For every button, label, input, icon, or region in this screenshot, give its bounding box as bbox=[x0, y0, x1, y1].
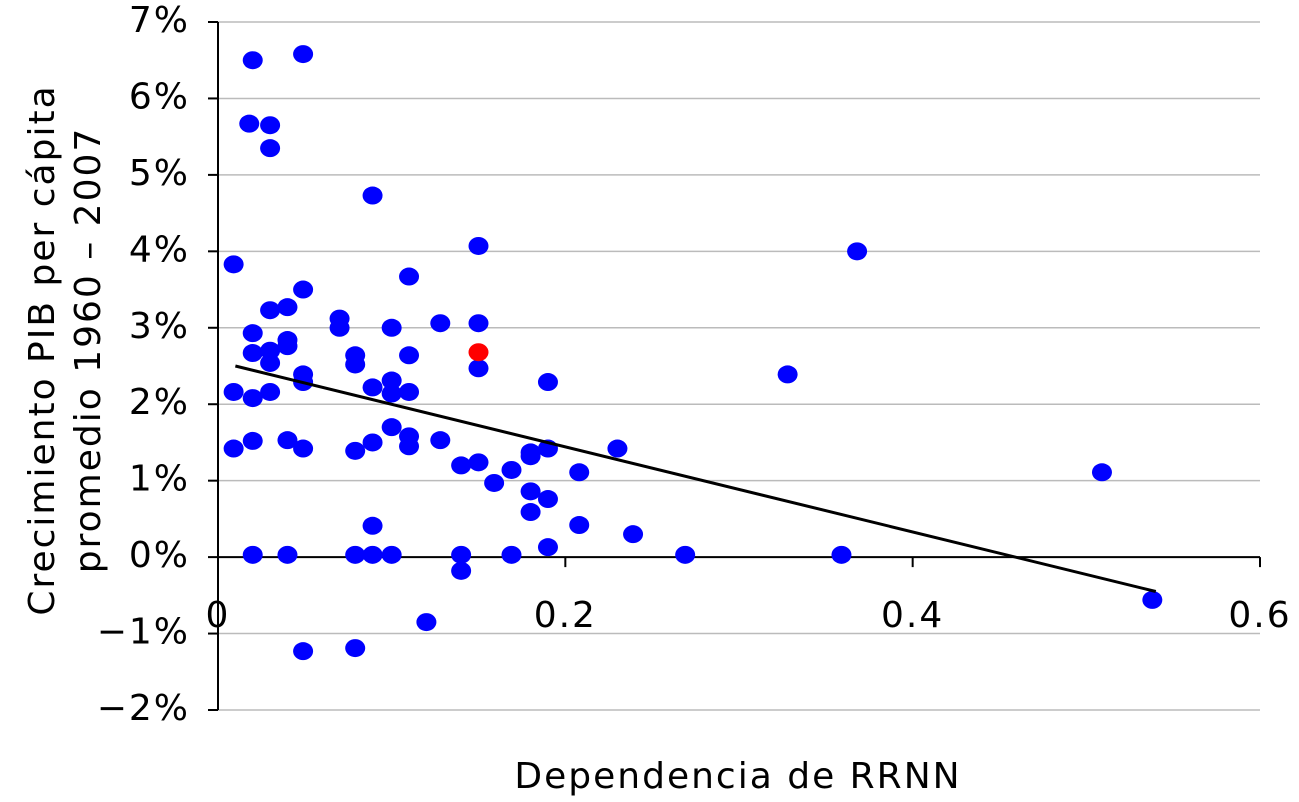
y-tick-label: −2% bbox=[97, 688, 190, 729]
y-tick-label: 0% bbox=[129, 535, 190, 576]
point bbox=[847, 242, 868, 261]
point bbox=[430, 314, 451, 333]
point bbox=[623, 525, 644, 544]
point bbox=[277, 431, 298, 450]
point bbox=[223, 255, 244, 274]
point bbox=[381, 418, 402, 437]
point bbox=[399, 382, 420, 401]
point bbox=[260, 116, 281, 135]
point bbox=[345, 545, 366, 564]
y-tick-label: −1% bbox=[97, 612, 190, 653]
point bbox=[569, 463, 590, 482]
x-tick-label: 0.2 bbox=[534, 595, 597, 636]
point bbox=[468, 314, 489, 333]
point bbox=[569, 516, 590, 535]
point bbox=[362, 516, 383, 535]
point bbox=[399, 267, 420, 286]
point bbox=[468, 236, 489, 255]
point bbox=[537, 538, 558, 557]
point bbox=[501, 545, 522, 564]
point bbox=[362, 433, 383, 452]
point bbox=[381, 545, 402, 564]
y-tick-label: 5% bbox=[129, 153, 190, 194]
trendline bbox=[235, 364, 1157, 593]
point bbox=[607, 439, 628, 458]
point bbox=[277, 298, 298, 317]
point bbox=[242, 324, 263, 343]
point bbox=[260, 301, 281, 320]
point bbox=[293, 280, 314, 299]
point bbox=[777, 365, 798, 384]
point bbox=[501, 460, 522, 479]
point bbox=[537, 490, 558, 509]
y-axis-label: promedio 1960 – 2007 bbox=[68, 127, 109, 574]
y-axis-label: Crecimiento PIB per cápita bbox=[22, 84, 63, 615]
point bbox=[831, 545, 852, 564]
point bbox=[399, 437, 420, 456]
point bbox=[260, 382, 281, 401]
point bbox=[362, 186, 383, 205]
point bbox=[520, 482, 541, 501]
y-tick-label: 6% bbox=[129, 76, 190, 117]
point bbox=[381, 384, 402, 403]
y-tick-label: 2% bbox=[129, 382, 190, 423]
point bbox=[451, 545, 472, 564]
point bbox=[362, 378, 383, 397]
point bbox=[239, 114, 260, 133]
point bbox=[293, 45, 314, 64]
point bbox=[675, 545, 696, 564]
x-tick-label: 0.4 bbox=[881, 595, 944, 636]
y-tick-label: 3% bbox=[129, 306, 190, 347]
point bbox=[223, 382, 244, 401]
point bbox=[260, 139, 281, 158]
point bbox=[399, 346, 420, 365]
point bbox=[345, 639, 366, 658]
point bbox=[430, 431, 451, 450]
point bbox=[537, 373, 558, 392]
point bbox=[345, 441, 366, 460]
point bbox=[293, 439, 314, 458]
x-axis-label: Dependencia de RRNN bbox=[514, 756, 961, 797]
x-tick-label: 0 bbox=[206, 595, 231, 636]
point bbox=[277, 545, 298, 564]
point bbox=[223, 439, 244, 458]
point bbox=[362, 545, 383, 564]
point bbox=[381, 318, 402, 337]
point bbox=[277, 337, 298, 356]
point bbox=[1091, 463, 1112, 482]
point bbox=[242, 344, 263, 363]
point bbox=[293, 642, 314, 661]
point bbox=[451, 456, 472, 475]
point bbox=[260, 353, 281, 372]
point bbox=[451, 561, 472, 580]
point bbox=[242, 51, 263, 70]
point bbox=[520, 503, 541, 522]
point bbox=[416, 613, 437, 632]
point bbox=[381, 371, 402, 390]
point bbox=[242, 431, 263, 450]
y-tick-label: 4% bbox=[129, 229, 190, 270]
point bbox=[345, 355, 366, 374]
point bbox=[329, 318, 350, 337]
point bbox=[520, 447, 541, 466]
point bbox=[484, 473, 505, 492]
point bbox=[468, 343, 489, 362]
point bbox=[468, 359, 489, 378]
x-tick-label: 0.6 bbox=[1228, 595, 1291, 636]
y-tick-label: 7% bbox=[129, 0, 190, 41]
y-tick-label: 1% bbox=[129, 459, 190, 500]
point bbox=[242, 389, 263, 408]
point bbox=[468, 453, 489, 472]
point bbox=[1142, 590, 1163, 609]
point bbox=[242, 545, 263, 564]
